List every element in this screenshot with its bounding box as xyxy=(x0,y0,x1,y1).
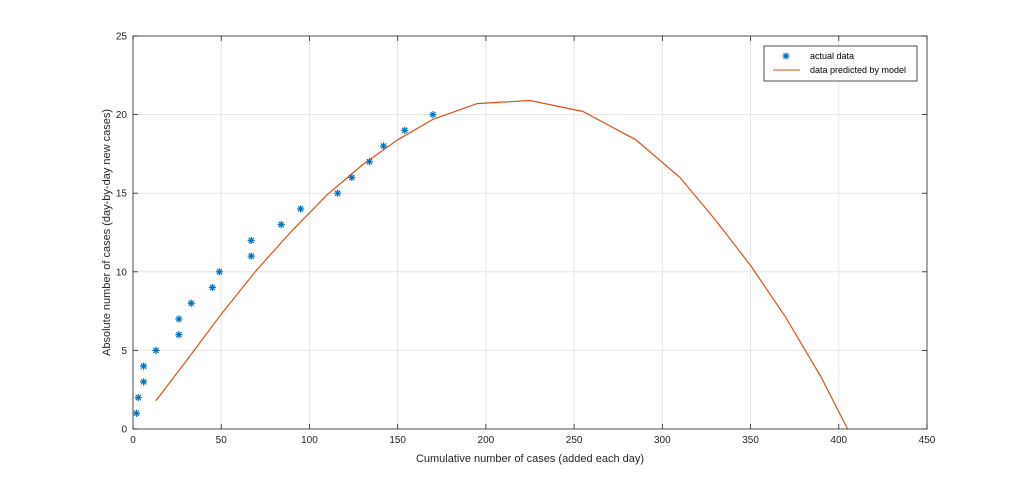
data-point-actual xyxy=(175,315,183,323)
x-axis-label: Cumulative number of cases (added each d… xyxy=(416,453,644,465)
ticks xyxy=(132,35,928,430)
x-tick-label: 150 xyxy=(389,435,406,446)
data-point-actual xyxy=(334,189,342,197)
y-axis-label: Absolute number of cases (day-by-day new… xyxy=(101,109,113,356)
y-tick-label: 5 xyxy=(121,346,127,357)
data-point-actual xyxy=(429,111,437,119)
data-point-actual xyxy=(247,236,255,244)
y-tick-label: 20 xyxy=(116,110,128,121)
x-tick-label: 350 xyxy=(742,435,759,446)
data-point-actual xyxy=(139,378,148,386)
plot-background xyxy=(133,36,927,429)
y-tick-label: 10 xyxy=(116,267,128,278)
data-point-actual xyxy=(152,346,160,354)
x-tick-label: 200 xyxy=(478,435,495,446)
x-tick-label: 400 xyxy=(830,435,847,446)
x-tick-label: 100 xyxy=(301,435,318,446)
data-point-actual xyxy=(132,409,141,417)
legend-marker-actual xyxy=(782,52,790,60)
data-point-actual xyxy=(175,331,183,339)
data-point-actual xyxy=(401,126,409,134)
data-point-actual xyxy=(365,158,374,166)
x-tick-label: 0 xyxy=(130,435,136,446)
data-point-actual xyxy=(277,221,285,229)
x-tick-label: 300 xyxy=(654,435,671,446)
data-point-actual xyxy=(139,362,148,370)
series-layer xyxy=(132,99,849,430)
data-point-actual xyxy=(348,173,356,182)
y-tick-label: 0 xyxy=(121,425,127,436)
plot-frame xyxy=(132,35,928,430)
x-tick-label: 450 xyxy=(919,435,936,446)
y-tick-label: 15 xyxy=(116,189,128,200)
y-tick-label: 25 xyxy=(116,32,128,43)
legend-label-actual: actual data xyxy=(810,51,854,61)
legend-box xyxy=(763,45,918,82)
data-point-actual xyxy=(187,299,195,307)
legend-marker-star xyxy=(782,52,790,60)
data-point-actual xyxy=(215,268,224,276)
data-point-actual xyxy=(297,205,305,213)
tick-labels: 0 50 100 150 200 250 300 350 400 450 0 5 10 15 20 25 xyxy=(116,32,936,447)
data-point-actual xyxy=(247,252,255,260)
data-point-actual xyxy=(208,283,216,292)
x-tick-label: 250 xyxy=(566,435,583,446)
legend-label-predicted: data predicted by model xyxy=(810,65,906,75)
legend: actual data data predicted by model xyxy=(763,45,918,82)
data-point-actual xyxy=(379,142,388,150)
data-point-actual xyxy=(134,393,142,402)
series-line-predicted xyxy=(155,99,849,430)
x-tick-label: 50 xyxy=(216,435,228,446)
